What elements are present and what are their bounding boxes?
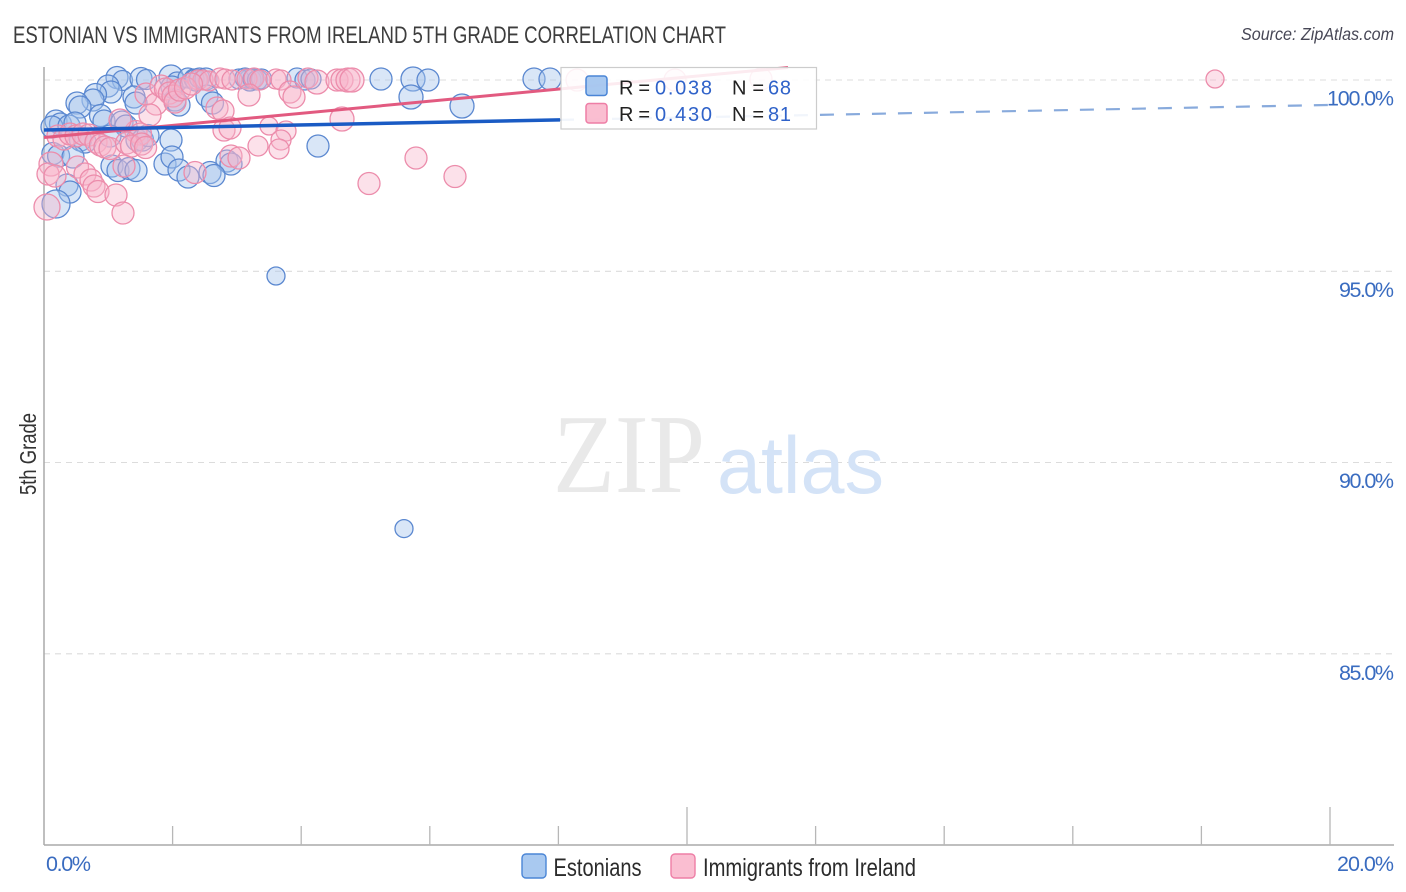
svg-text:atlas: atlas: [717, 421, 884, 511]
svg-text:ESTONIAN VS IMMIGRANTS FROM IR: ESTONIAN VS IMMIGRANTS FROM IRELAND 5TH …: [13, 22, 726, 49]
svg-text:0.0%: 0.0%: [46, 852, 91, 876]
svg-text:R =: R =: [619, 104, 650, 126]
svg-text:95.0%: 95.0%: [1339, 278, 1394, 302]
svg-text:85.0%: 85.0%: [1339, 661, 1394, 685]
svg-text:Immigrants from Ireland: Immigrants from Ireland: [703, 854, 916, 882]
svg-text:0.430: 0.430: [655, 104, 712, 126]
svg-text:Estonians: Estonians: [554, 854, 642, 882]
svg-text:90.0%: 90.0%: [1339, 469, 1394, 493]
svg-text:ZIP: ZIP: [553, 393, 705, 517]
svg-text:81: 81: [768, 104, 791, 126]
svg-text:68: 68: [768, 78, 791, 100]
svg-text:0.038: 0.038: [655, 78, 712, 100]
svg-text:N =: N =: [732, 78, 764, 100]
svg-text:N =: N =: [732, 104, 764, 126]
svg-text:20.0%: 20.0%: [1337, 852, 1394, 876]
svg-text:R =: R =: [619, 78, 650, 100]
svg-text:100.0%: 100.0%: [1327, 87, 1394, 111]
svg-text:Source: ZipAtlas.com: Source: ZipAtlas.com: [1241, 24, 1394, 44]
svg-text:5th Grade: 5th Grade: [15, 413, 41, 495]
